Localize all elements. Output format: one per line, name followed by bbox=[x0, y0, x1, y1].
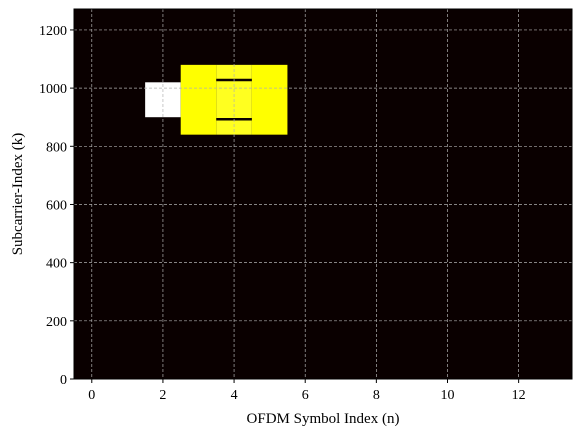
x-tick-label-5: 10 bbox=[441, 388, 455, 403]
y-axis-label: Subcarrier-Index (k) bbox=[10, 133, 26, 256]
y-tick-label-2: 400 bbox=[46, 257, 67, 272]
x-tick-label-4: 8 bbox=[373, 388, 380, 403]
x-tick-label-0: 0 bbox=[88, 388, 95, 403]
plot-background bbox=[74, 9, 572, 379]
y-tick-label-3: 600 bbox=[46, 198, 67, 213]
y-tick-label-1: 200 bbox=[46, 315, 67, 330]
heatmap-cell-3 bbox=[251, 64, 288, 135]
heatmap-cell-1 bbox=[180, 64, 217, 135]
grid-layer bbox=[74, 9, 572, 380]
x-tick-label-6: 12 bbox=[512, 388, 526, 403]
x-tick-label-2: 4 bbox=[231, 388, 238, 403]
y-tick-label-0: 0 bbox=[60, 373, 67, 388]
x-tick-label-3: 6 bbox=[302, 388, 309, 403]
x-axis-label: OFDM Symbol Index (n) bbox=[247, 411, 400, 427]
y-tick-label-6: 1200 bbox=[39, 24, 67, 39]
cells-layer bbox=[145, 64, 288, 135]
y-axis-ticks: 0 200 400 600 800 1000 1200 bbox=[39, 24, 74, 388]
x-axis-ticks: 0 2 4 6 8 10 12 bbox=[88, 379, 526, 403]
plot-frame bbox=[73, 8, 573, 380]
x-tick-label-1: 2 bbox=[159, 388, 166, 403]
y-tick-label-5: 1000 bbox=[39, 82, 67, 97]
y-tick-label-4: 800 bbox=[46, 140, 67, 155]
